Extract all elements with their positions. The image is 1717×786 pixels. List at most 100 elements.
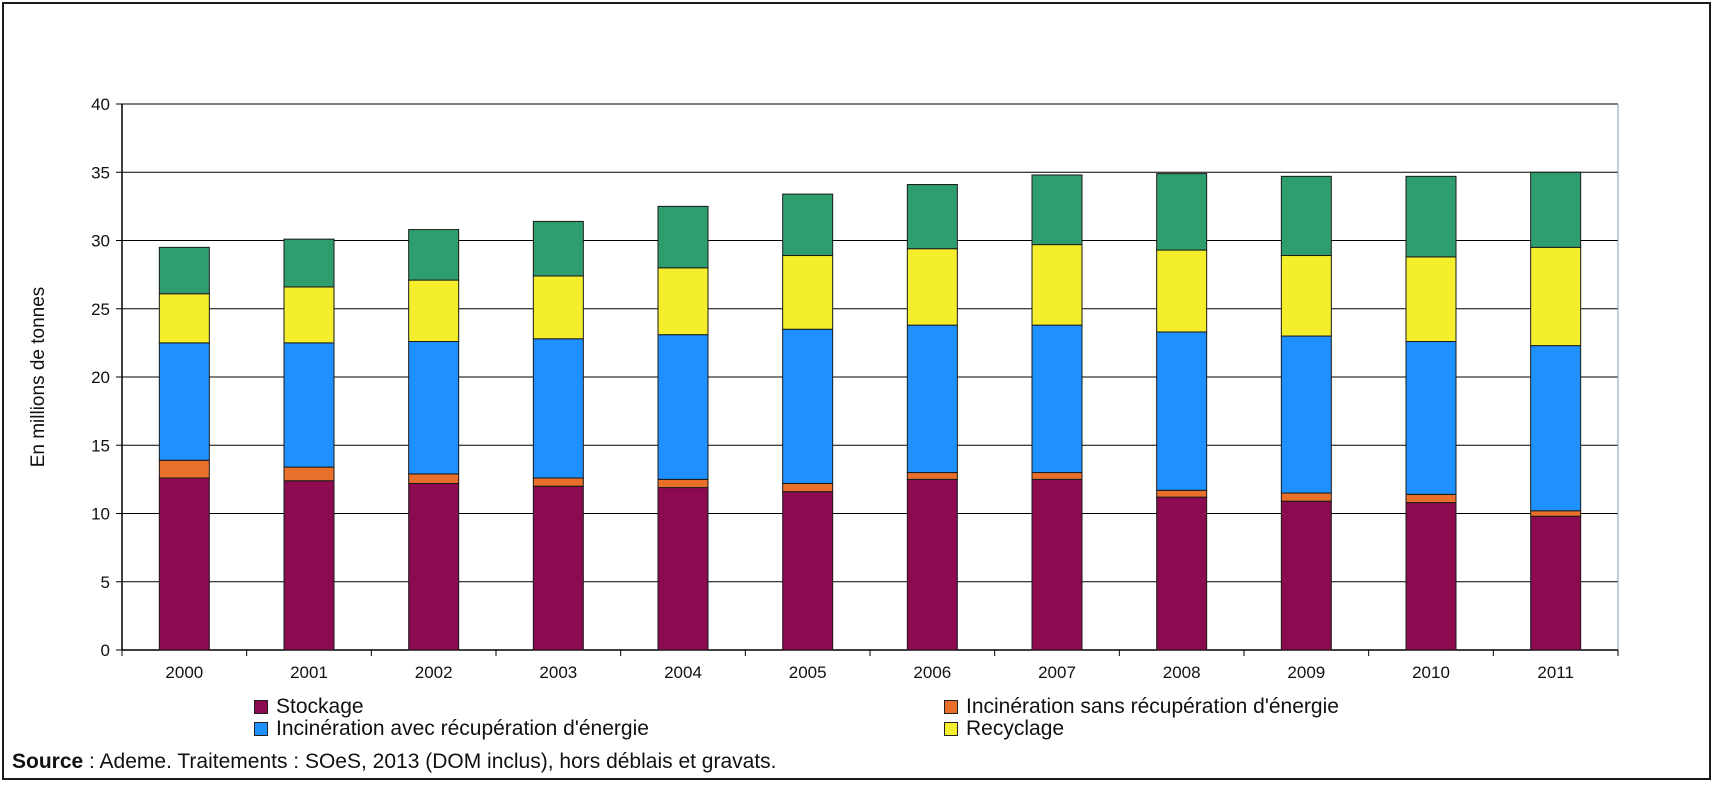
x-tick-label: 2003 xyxy=(539,663,577,682)
bar-segment xyxy=(657,478,709,489)
y-tick-label: 30 xyxy=(91,232,110,251)
bar-segment xyxy=(1031,478,1083,651)
bar-segment xyxy=(1280,492,1332,502)
bar-segment xyxy=(782,491,834,651)
bar-segment xyxy=(1156,249,1208,333)
x-tick-label: 2001 xyxy=(290,663,328,682)
bar-segment xyxy=(1530,171,1582,248)
bar-segment xyxy=(158,246,210,295)
x-tick-label: 2011 xyxy=(1537,663,1574,682)
bar-segment xyxy=(408,482,460,651)
x-tick-label: 2002 xyxy=(415,663,453,682)
legend-item-incineration-sans: Incinération sans récupération d'énergie xyxy=(944,695,1339,718)
legend-swatch-incineration-avec xyxy=(254,722,268,736)
bar-segment xyxy=(1280,255,1332,337)
x-tick-label: 2006 xyxy=(913,663,951,682)
bar-segment xyxy=(1280,500,1332,651)
y-tick-label: 40 xyxy=(91,95,110,114)
legend-item-incineration-avec: Incinération avec récupération d'énergie xyxy=(254,717,649,740)
legend-swatch-stockage xyxy=(254,700,268,714)
bar-segment xyxy=(283,286,335,344)
bar-segment xyxy=(1156,331,1208,491)
y-tick-label: 20 xyxy=(91,368,110,387)
bar-segment xyxy=(782,328,834,484)
y-tick-label: 35 xyxy=(91,163,110,182)
bar-segment xyxy=(657,205,709,269)
legend-label-stockage: Stockage xyxy=(276,695,364,718)
legend-label-incineration-avec: Incinération avec récupération d'énergie xyxy=(276,717,649,740)
bar-segment xyxy=(1280,335,1332,494)
bar-segment xyxy=(532,338,584,479)
bar-segment xyxy=(657,487,709,651)
bar-segment xyxy=(1405,493,1457,504)
bar-segment xyxy=(158,477,210,651)
bar-segment xyxy=(408,229,460,281)
bar-segment xyxy=(1156,489,1208,498)
bar-segment xyxy=(906,324,958,474)
stacked-bar-chart: 0 5 10 15 20 25 30 35 40 2000 2001 2002 2003 2004 2005… xyxy=(28,95,1619,682)
bar-segment xyxy=(1530,510,1582,517)
source-note: Source : Ademe. Traitements : SOeS, 2013… xyxy=(12,750,777,774)
x-tick-label: 2005 xyxy=(789,663,827,682)
bar-segment xyxy=(1405,341,1457,495)
x-tick-label: 2000 xyxy=(165,663,203,682)
bar-segment xyxy=(532,275,584,340)
bar-segment xyxy=(1031,244,1083,326)
bar-segment xyxy=(1405,175,1457,258)
bar-segment xyxy=(1530,246,1582,347)
legend-swatch-recyclage xyxy=(944,722,958,736)
y-tick-label: 0 xyxy=(101,641,110,660)
bar-segment xyxy=(408,473,460,484)
bar-segment xyxy=(1031,324,1083,474)
bar-segment xyxy=(1156,173,1208,251)
x-tick-label: 2010 xyxy=(1412,663,1450,682)
bar-segment xyxy=(283,480,335,651)
bar-segment xyxy=(1530,515,1582,651)
legend-label-incineration-sans: Incinération sans récupération d'énergie xyxy=(966,695,1339,718)
bar-segment xyxy=(158,459,210,479)
bar-segment xyxy=(906,472,958,480)
bar-segment xyxy=(532,220,584,277)
bar-segment xyxy=(657,334,709,480)
bar-segment xyxy=(1405,502,1457,651)
bar-segment xyxy=(532,485,584,651)
bar-segment xyxy=(782,255,834,330)
bar-segment xyxy=(1530,345,1582,512)
bar-segment xyxy=(1405,256,1457,343)
bar-segment xyxy=(408,341,460,475)
legend-item-stockage: Stockage xyxy=(254,695,364,718)
legend-swatch-incineration-sans xyxy=(944,700,958,714)
y-axis-label: En millions de tonnes xyxy=(28,287,49,468)
bar-segment xyxy=(158,293,210,344)
x-tick-label: 2004 xyxy=(664,663,702,682)
bar-segment xyxy=(782,482,834,493)
bar-segment xyxy=(906,478,958,651)
bar-segment xyxy=(906,248,958,326)
chart-legend: Stockage Incinération sans récupération … xyxy=(254,695,1554,740)
source-label: Source xyxy=(12,750,84,773)
bar-segment xyxy=(158,342,210,461)
bar-segment xyxy=(283,466,335,482)
source-text: : Ademe. Traitements : SOeS, 2013 (DOM i… xyxy=(83,750,777,773)
y-tick-label: 5 xyxy=(101,573,110,592)
bar-segment xyxy=(906,184,958,250)
y-tick-label: 15 xyxy=(91,436,110,455)
bar-segment xyxy=(1031,174,1083,246)
bar-segment xyxy=(283,342,335,468)
x-tick-label: 2007 xyxy=(1038,663,1076,682)
bar-segment xyxy=(532,477,584,487)
bar-segment xyxy=(408,279,460,343)
legend-label-recyclage: Recyclage xyxy=(966,717,1065,740)
bar-segment xyxy=(283,238,335,288)
bar-segment xyxy=(1031,472,1083,480)
y-tick-label: 25 xyxy=(91,300,110,319)
y-tick-label: 10 xyxy=(91,505,110,524)
bar-segment xyxy=(1280,175,1332,257)
x-tick-label: 2008 xyxy=(1163,663,1201,682)
legend-item-recyclage: Recyclage xyxy=(944,717,1065,740)
bar-segment xyxy=(1156,496,1208,651)
bar-segment xyxy=(782,193,834,257)
x-tick-label: 2009 xyxy=(1287,663,1325,682)
bar-segment xyxy=(657,267,709,336)
